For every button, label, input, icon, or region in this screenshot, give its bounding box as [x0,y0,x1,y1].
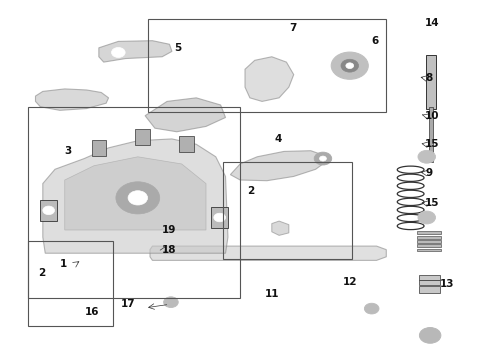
Text: 2: 2 [247,186,255,196]
Polygon shape [150,246,386,260]
Circle shape [164,297,178,307]
Bar [135,129,150,145]
Text: 13: 13 [440,279,454,289]
Text: 6: 6 [372,36,379,46]
Text: 12: 12 [343,277,357,287]
Bar [28,107,240,298]
Circle shape [418,211,436,224]
Text: 15: 15 [425,198,440,208]
Polygon shape [230,151,325,181]
Polygon shape [35,89,109,111]
Polygon shape [272,221,289,235]
Polygon shape [99,41,172,62]
Circle shape [418,150,436,163]
Circle shape [112,48,125,58]
Text: 9: 9 [425,168,432,178]
Bar [40,200,57,221]
Text: 19: 19 [162,225,176,235]
Bar [417,244,441,247]
Circle shape [346,63,354,68]
Bar [417,236,441,239]
Bar [417,249,441,251]
Circle shape [331,52,368,79]
Circle shape [419,328,441,343]
Text: 2: 2 [38,268,45,278]
Text: 3: 3 [65,147,72,157]
Text: 15: 15 [425,139,440,149]
Bar [179,136,194,152]
Text: 4: 4 [274,134,282,144]
Circle shape [116,182,160,214]
Text: 8: 8 [425,73,433,83]
Bar [211,207,228,228]
Text: 11: 11 [265,289,279,299]
Circle shape [314,152,332,165]
Bar [419,280,440,285]
Text: 18: 18 [162,245,177,255]
Circle shape [43,206,54,215]
Text: 16: 16 [84,307,99,317]
Bar [223,162,352,258]
Text: 7: 7 [289,23,296,33]
Circle shape [365,303,379,314]
Bar [92,140,106,156]
Bar [419,286,440,293]
Text: 10: 10 [425,111,440,121]
Bar [429,107,433,162]
Polygon shape [43,139,228,253]
Polygon shape [145,98,225,132]
Bar [417,240,441,243]
Text: 14: 14 [425,18,440,28]
Text: 5: 5 [174,43,182,53]
Text: 17: 17 [121,299,135,309]
Circle shape [341,59,359,72]
Circle shape [319,156,326,161]
Circle shape [214,213,225,222]
Text: 1: 1 [60,259,67,269]
Polygon shape [245,57,294,102]
Circle shape [128,191,147,205]
Bar [419,275,440,280]
Bar [28,241,114,327]
Bar [147,19,386,112]
Bar [426,55,436,109]
Bar [417,231,441,234]
Polygon shape [65,157,206,230]
